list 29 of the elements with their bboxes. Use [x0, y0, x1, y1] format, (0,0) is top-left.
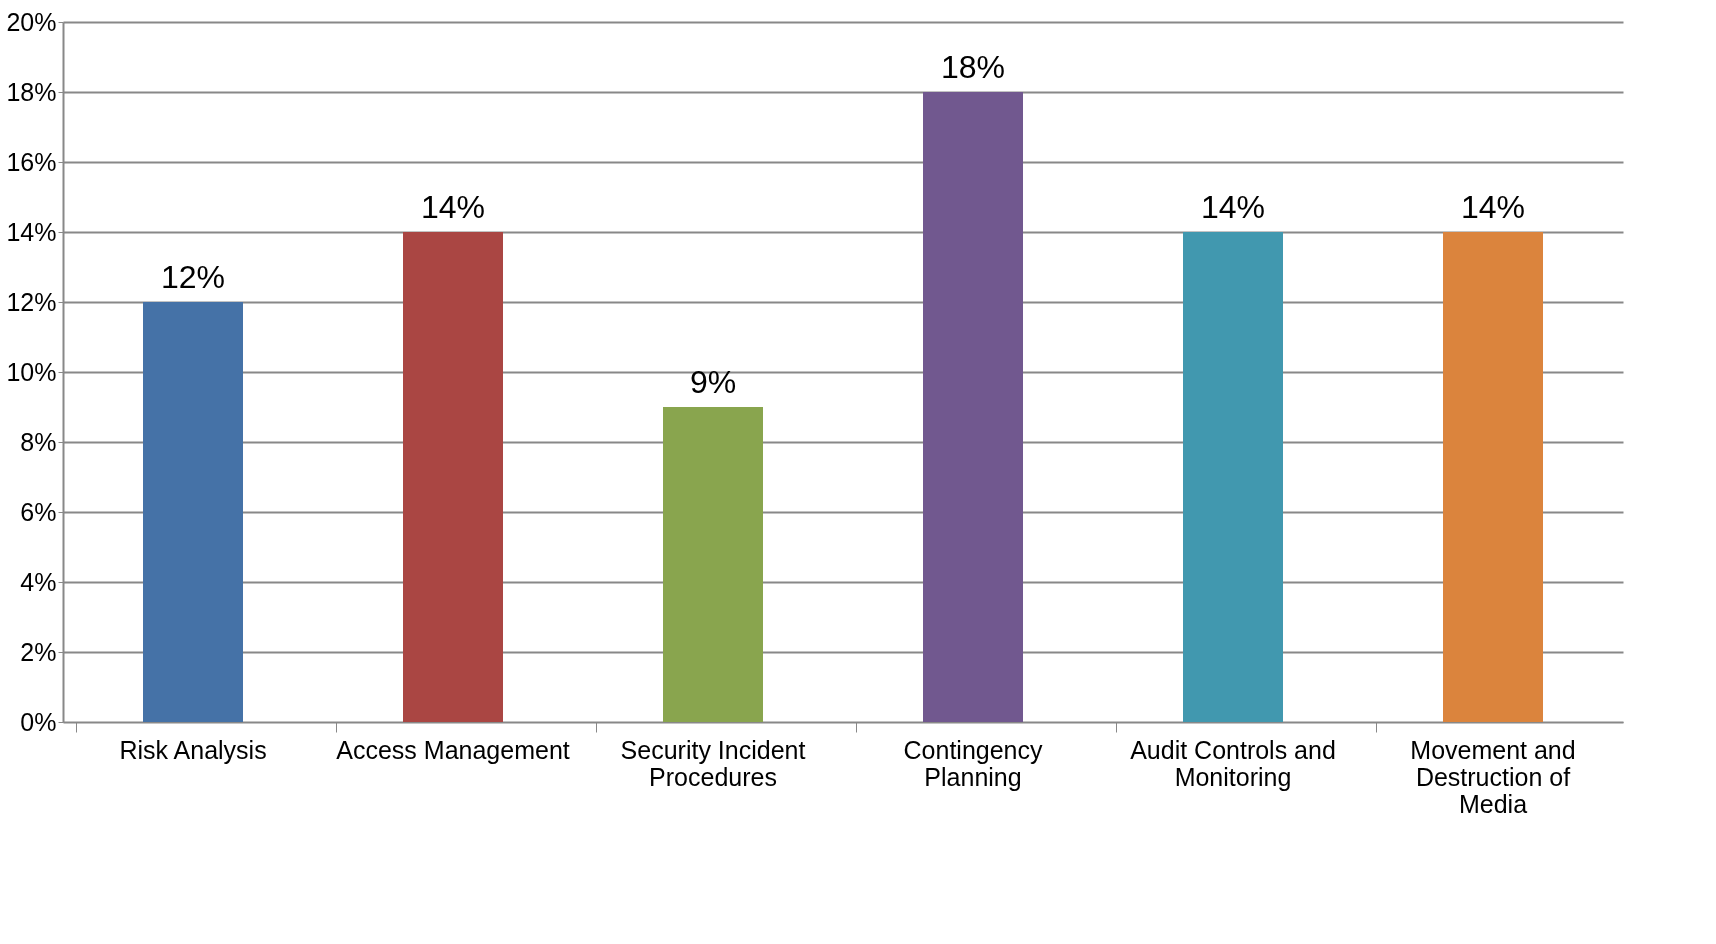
- y-tick-label: 10%: [6, 357, 57, 386]
- x-tick-label: Contingency Planning: [903, 735, 1043, 791]
- y-tick-label: 14%: [6, 217, 57, 246]
- bar: [1443, 232, 1543, 722]
- data-label: 9%: [689, 364, 737, 400]
- x-tick-label: Access Management: [336, 735, 570, 764]
- bar: [403, 232, 503, 722]
- y-tick-label: 18%: [6, 77, 57, 106]
- data-label: 18%: [940, 49, 1006, 85]
- data-label: 14%: [420, 189, 486, 225]
- data-label: 12%: [160, 259, 226, 295]
- bar: [663, 407, 763, 722]
- y-tick-label: 6%: [20, 497, 57, 526]
- x-tick-label: Security Incident Procedures: [620, 735, 806, 791]
- data-label: 14%: [1200, 189, 1266, 225]
- data-label: 14%: [1460, 189, 1526, 225]
- y-tick-label: 20%: [6, 7, 57, 36]
- y-tick-label: 0%: [20, 707, 57, 736]
- x-tick-label: Risk Analysis: [119, 735, 267, 764]
- x-tick-label: Audit Controls and Monitoring: [1130, 735, 1336, 791]
- y-tick-label: 16%: [6, 147, 57, 176]
- bar: [1183, 232, 1283, 722]
- y-tick-label: 2%: [20, 637, 57, 666]
- y-tick-label: 8%: [20, 427, 57, 456]
- y-tick-label: 12%: [6, 287, 57, 316]
- bar: [923, 92, 1023, 722]
- bar: [143, 302, 243, 722]
- y-tick-label: 4%: [20, 567, 57, 596]
- x-tick-label: Movement and Destruction of Media: [1410, 735, 1576, 818]
